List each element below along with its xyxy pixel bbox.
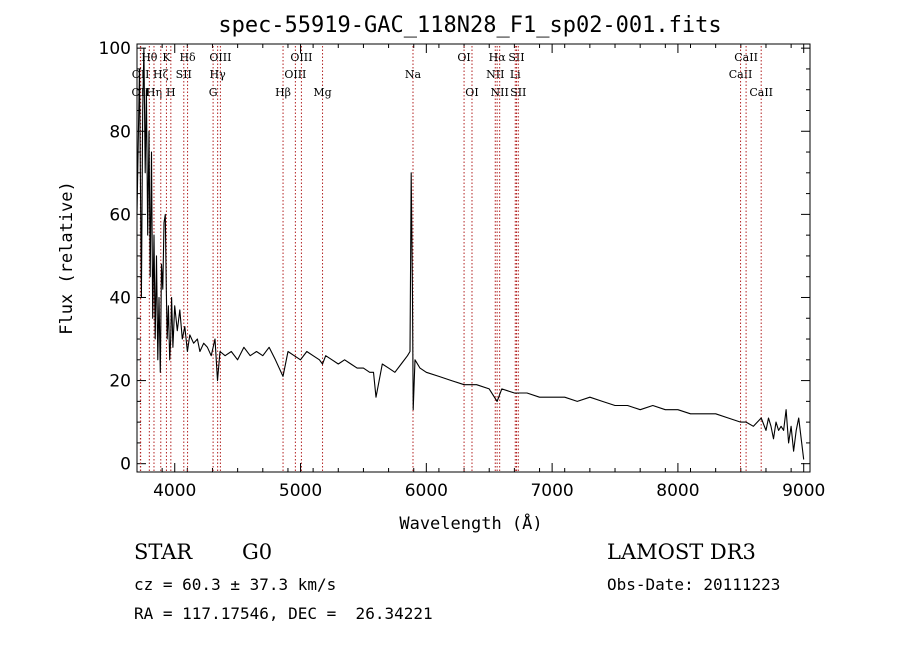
emission-line-label: Hβ — [275, 86, 291, 99]
emission-line-label: Hζ — [153, 68, 169, 81]
emission-line-label: OI — [465, 86, 478, 99]
redshift-cz: cz = 60.3 ± 37.3 km/s — [134, 575, 337, 594]
x-axis-label: Wavelength (Å) — [399, 512, 542, 534]
emission-line-label: Mg — [313, 86, 331, 99]
y-tick-label: 0 — [120, 455, 131, 475]
emission-line-label: OIII — [284, 68, 306, 81]
emission-line-label: NII — [491, 86, 509, 99]
flux-series-line — [136, 47, 805, 460]
emission-line-label: Hδ — [179, 51, 196, 64]
flux-series-layer — [136, 47, 805, 460]
coordinates: RA = 117.17546, DEC = 26.34221 — [134, 604, 433, 623]
x-tick-label: 6000 — [405, 481, 448, 501]
x-tick-label: 8000 — [656, 481, 699, 501]
y-axis-label: Flux (relative) — [57, 181, 77, 335]
emission-line-label: CaII — [734, 51, 758, 64]
emission-line-label: SII — [508, 51, 524, 64]
emission-line-label: SII — [176, 68, 192, 81]
emission-line-label: Hη — [146, 86, 162, 99]
y-tick-label: 100 — [99, 39, 131, 59]
emission-line-label: Na — [405, 68, 422, 81]
emission-line-label: Li — [510, 68, 521, 81]
emission-line-label: Hα — [489, 51, 507, 64]
emission-line-label: OI — [457, 51, 470, 64]
y-tick-label: 20 — [109, 372, 131, 392]
emission-line-label: OIII — [290, 51, 312, 64]
emission-line-label: H — [166, 86, 176, 99]
object-subclass: G0 — [242, 540, 273, 564]
emission-line-markers: OIIOIIHθHηHζKHSIIHδGHγOIIIHβOIIIOIIIMgNa… — [132, 46, 773, 472]
emission-line-label: OIII — [209, 51, 231, 64]
y-tick-label: 80 — [109, 122, 131, 142]
emission-line-label: CaII — [749, 86, 773, 99]
x-tick-label: 7000 — [530, 481, 573, 501]
emission-line-label: Hγ — [210, 68, 227, 81]
survey-name: LAMOST DR3 — [607, 540, 756, 564]
y-tick-label: 60 — [109, 205, 131, 225]
emission-line-label: G — [209, 86, 218, 99]
object-class: STAR — [134, 540, 193, 564]
x-tick-label: 5000 — [279, 481, 322, 501]
emission-line-label: CaII — [729, 68, 753, 81]
emission-line-label: NII — [486, 68, 504, 81]
emission-line-label: SII — [510, 86, 526, 99]
x-tick-label: 9000 — [782, 481, 825, 501]
emission-line-label: OII — [132, 68, 150, 81]
chart-title: spec-55919-GAC_118N28_F1_sp02-001.fits — [218, 13, 721, 38]
emission-line-label: K — [162, 51, 171, 64]
observation-date: Obs-Date: 20111223 — [607, 575, 781, 594]
plot-frame — [136, 43, 811, 473]
x-tick-label: 4000 — [153, 481, 196, 501]
axis-ticks: 4000 5000 6000 7000 8000 9000 0 20 40 60 80 100 — [99, 39, 826, 501]
y-tick-label: 40 — [109, 288, 131, 308]
